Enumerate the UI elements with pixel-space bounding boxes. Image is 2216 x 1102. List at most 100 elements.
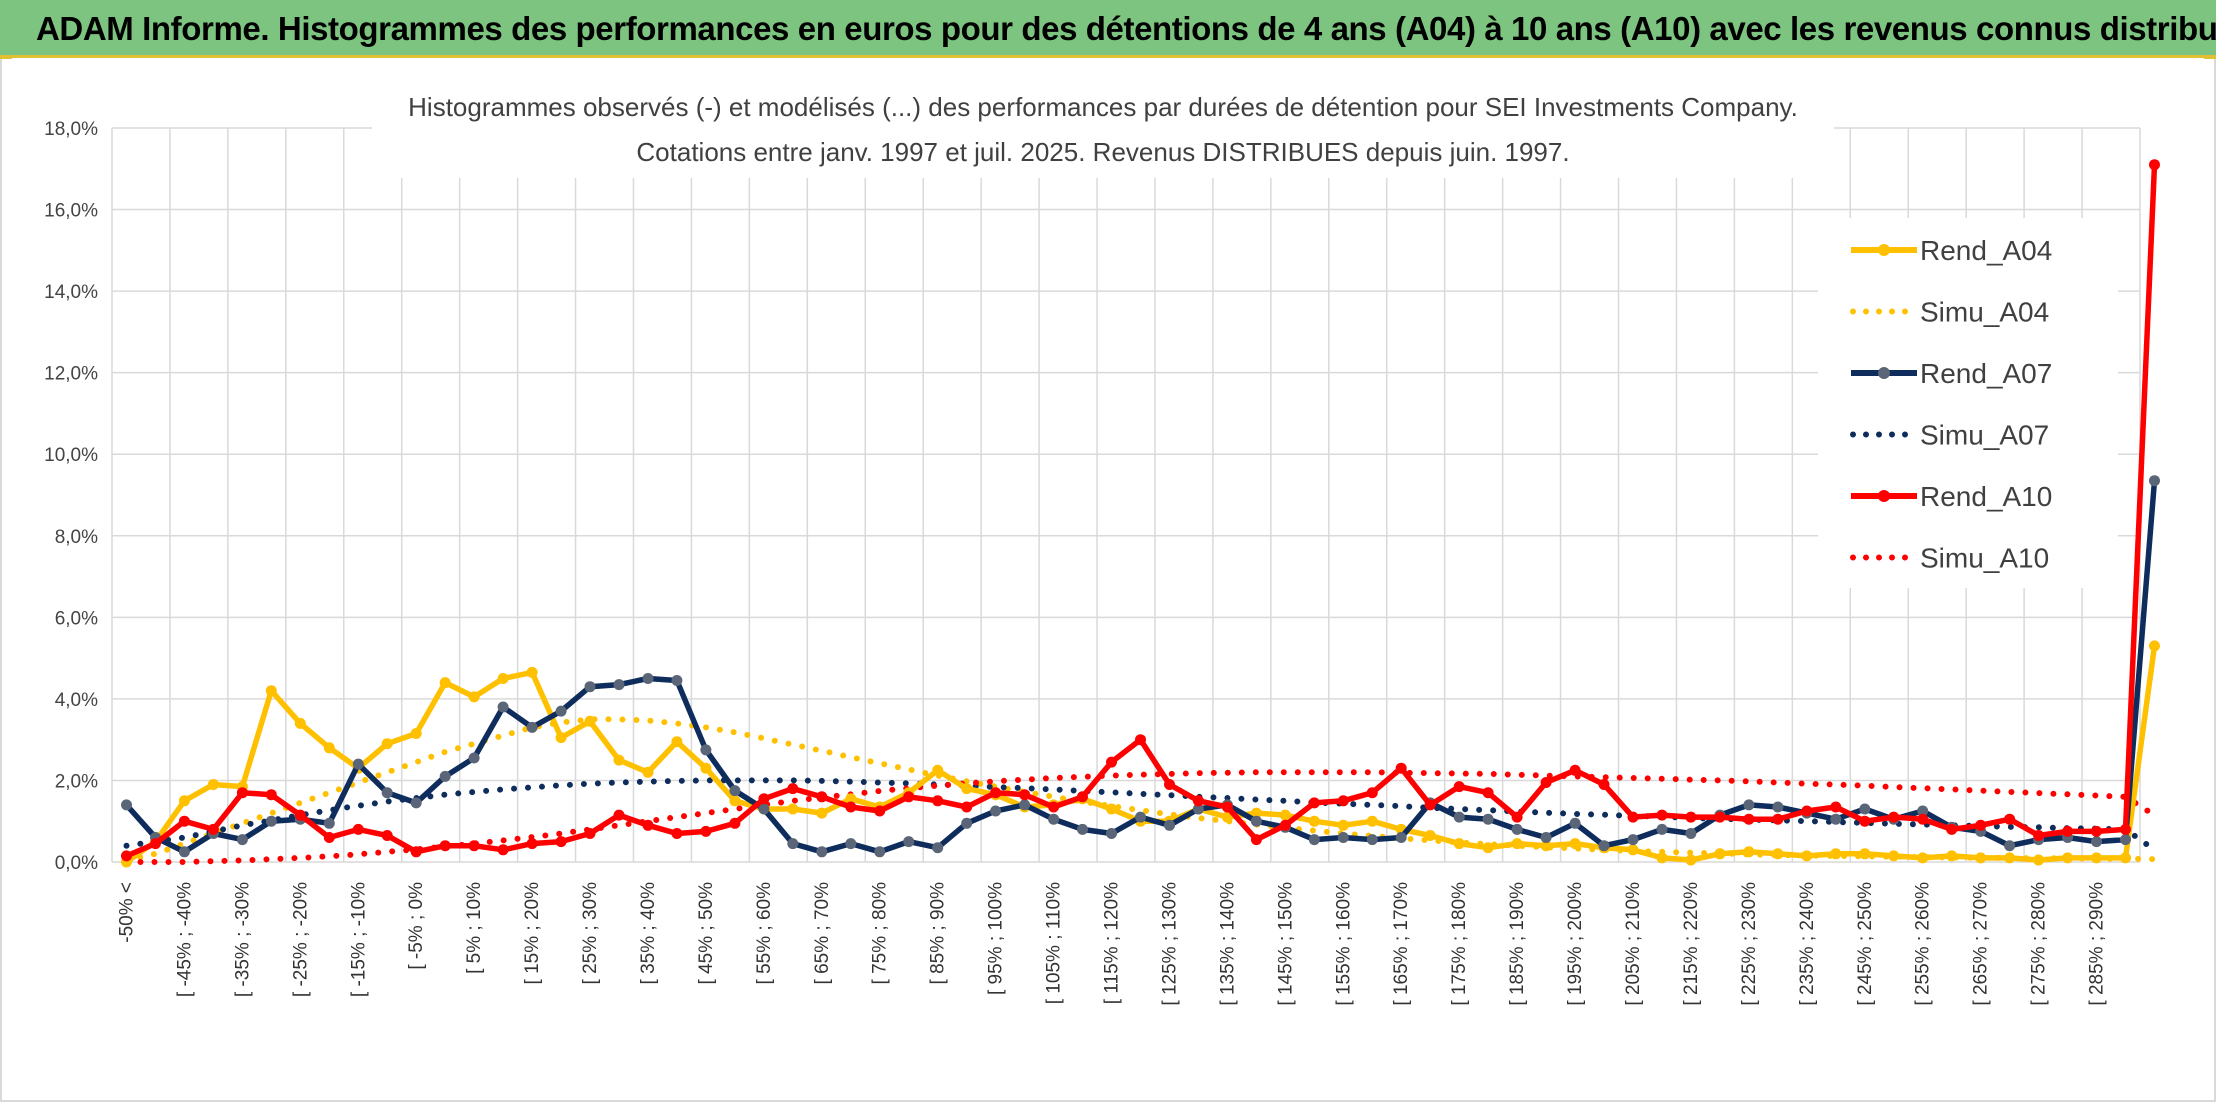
data-point-rend-a10	[787, 783, 799, 795]
data-point-rend-a07	[1106, 828, 1117, 839]
series-line-simu-a07	[123, 777, 2158, 853]
data-point-rend-a10	[236, 787, 248, 799]
data-point-rend-a07	[1511, 823, 1523, 835]
data-point-rend-a04	[1221, 811, 1233, 823]
data-point-rend-a07	[1627, 834, 1639, 846]
x-tick-label: [ 265% ; 270%	[1971, 882, 1992, 1006]
data-point-rend-a10	[874, 805, 886, 817]
data-point-rend-a04	[2091, 852, 2102, 864]
data-point-rend-a10	[1337, 795, 1349, 807]
data-point-rend-a07	[497, 701, 509, 713]
data-point-rend-a10	[468, 840, 480, 852]
x-tick-label: [ 195% ; 200%	[1565, 882, 1586, 1006]
data-point-rend-a10	[1598, 779, 1610, 790]
data-point-rend-a04	[1279, 809, 1291, 821]
y-tick-label: 14,0%	[44, 282, 98, 303]
data-point-rend-a07	[1917, 805, 1929, 817]
x-tick-label: [ -35% ; -30%	[232, 882, 253, 997]
data-point-rend-a07	[410, 797, 422, 809]
data-point-rend-a07	[323, 817, 335, 829]
x-tick-label: [ 65% ; 70%	[812, 882, 833, 985]
data-point-rend-a07	[555, 705, 567, 717]
data-point-rend-a10	[150, 838, 161, 850]
data-point-rend-a07	[468, 752, 480, 764]
data-point-rend-a04	[1453, 838, 1465, 850]
data-point-rend-a04	[497, 673, 509, 684]
data-point-rend-a04	[613, 754, 625, 766]
data-point-rend-a10	[323, 832, 335, 843]
data-point-rend-a10	[1830, 801, 1842, 813]
data-point-rend-a10	[294, 809, 306, 821]
data-point-rend-a07	[1569, 817, 1581, 829]
data-point-rend-a07	[2120, 834, 2131, 846]
data-point-rend-a04	[323, 742, 335, 754]
data-point-rend-a10	[1801, 805, 1813, 817]
data-point-rend-a07	[1048, 813, 1060, 825]
banner: ADAM Informe. Histogrammes des performan…	[0, 0, 2216, 58]
data-point-rend-a07	[700, 744, 712, 756]
data-point-rend-a04	[932, 764, 944, 776]
data-point-rend-a10	[2062, 825, 2074, 837]
x-tick-label: [ 125% ; 130%	[1159, 882, 1180, 1006]
data-point-rend-a10	[1192, 795, 1204, 807]
data-point-rend-a10	[1859, 815, 1871, 827]
data-point-rend-a10	[1511, 811, 1523, 823]
data-point-rend-a10	[1019, 789, 1031, 801]
data-point-rend-a10	[758, 793, 770, 805]
data-point-rend-a07	[1453, 811, 1465, 823]
data-point-rend-a04	[410, 728, 422, 739]
data-point-rend-a10	[1540, 777, 1552, 788]
data-point-rend-a10	[1685, 811, 1697, 823]
y-tick-label: 6,0%	[55, 608, 98, 629]
data-point-rend-a07	[932, 842, 944, 854]
data-point-rend-a07	[1685, 828, 1697, 839]
x-tick-label: -50% <	[116, 882, 137, 943]
data-point-rend-a07	[642, 673, 654, 684]
data-point-rend-a10	[990, 787, 1002, 799]
data-point-rend-a04	[439, 677, 451, 689]
data-point-rend-a10	[265, 789, 277, 801]
data-point-rend-a10	[584, 828, 596, 839]
data-point-rend-a10	[1366, 787, 1378, 799]
legend-marker-rend-a10	[1878, 490, 1890, 502]
data-point-rend-a10	[845, 801, 857, 813]
data-point-rend-a07	[1135, 811, 1146, 823]
data-point-rend-a10	[729, 817, 741, 829]
data-point-rend-a07	[1337, 832, 1349, 843]
x-tick-label: [ 75% ; 80%	[870, 882, 891, 985]
data-point-rend-a07	[1859, 803, 1871, 815]
data-point-rend-a07	[845, 838, 857, 850]
data-point-rend-a10	[961, 801, 973, 813]
data-point-rend-a04	[294, 717, 306, 729]
data-point-rend-a04	[671, 736, 683, 748]
data-point-rend-a10	[1772, 813, 1784, 825]
data-point-rend-a04	[1946, 850, 1958, 862]
data-point-rend-a10	[2004, 813, 2016, 825]
data-point-rend-a04	[816, 807, 828, 819]
x-tick-label: [ 275% ; 280%	[2029, 882, 2050, 1006]
data-point-rend-a04	[1859, 848, 1871, 860]
x-tick-label: [ 115% ; 120%	[1102, 882, 1123, 1004]
data-point-rend-a07	[1019, 799, 1031, 811]
data-point-rend-a04	[2149, 640, 2160, 652]
data-point-rend-a10	[1917, 813, 1929, 825]
x-axis-labels: -50% < [ -45% ; -40% [ -35% ; -30% [ -25% ;…	[116, 882, 2107, 1006]
data-point-rend-a07	[990, 805, 1002, 817]
data-point-rend-a04	[1714, 848, 1726, 860]
y-tick-label: 0,0%	[55, 853, 98, 874]
y-tick-label: 16,0%	[44, 201, 98, 222]
x-tick-label: [ -45% ; -40%	[174, 882, 195, 997]
x-tick-label: [ -25% ; -20%	[290, 882, 311, 997]
x-tick-label: [ 205% ; 210%	[1623, 882, 1644, 1006]
data-point-rend-a07	[439, 770, 451, 782]
data-point-rend-a10	[1975, 819, 1987, 831]
data-point-rend-a07	[787, 838, 799, 850]
data-point-rend-a04	[1743, 846, 1755, 858]
legend-label-simu-a10: Simu_A10	[1920, 543, 2049, 574]
data-point-rend-a07	[1540, 832, 1552, 843]
data-point-rend-a04	[1366, 815, 1378, 827]
legend-label-rend-a10: Rend_A10	[1920, 481, 2052, 512]
data-point-rend-a04	[2004, 852, 2016, 864]
x-tick-label: [ 55% ; 60%	[754, 882, 775, 985]
data-point-rend-a04	[381, 738, 393, 750]
